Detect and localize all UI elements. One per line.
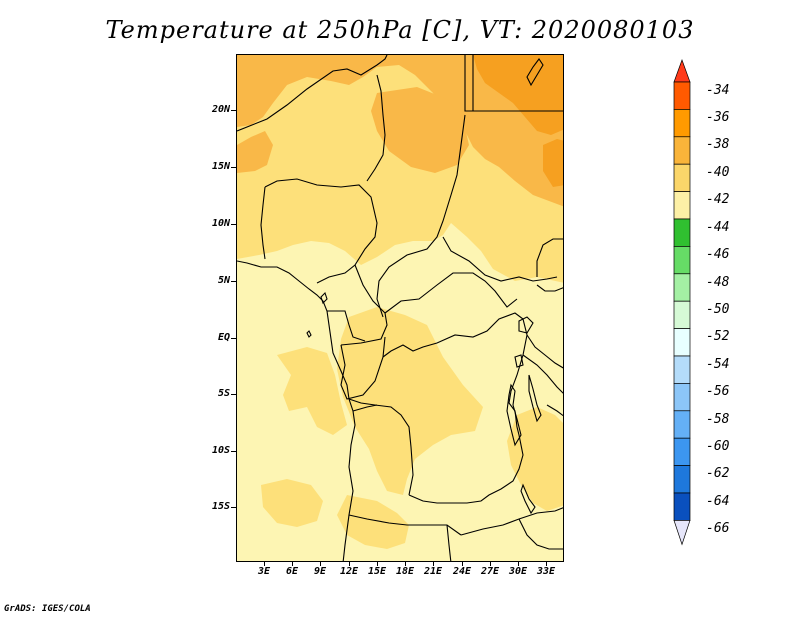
colorbar-segment [673,492,691,521]
lat-tick [231,451,236,452]
colorbar-label: -40 [706,165,730,180]
lon-label: 9E [313,566,327,577]
map-plot-area [236,54,564,562]
colorbar-segment [673,410,691,439]
lat-label: 5N [217,275,230,286]
colorbar-label: -52 [706,329,730,344]
lon-label: 18E [395,566,415,577]
colorbar-label: -54 [706,357,730,372]
colorbar [673,58,691,546]
lon-label: 27E [480,566,500,577]
lat-tick [231,110,236,111]
lat-label: 10N [211,218,230,229]
colorbar-label: -44 [706,220,730,235]
lon-tick [490,562,491,566]
lon-tick [433,562,434,566]
colorbar-label: -58 [706,412,730,427]
map-title: Temperature at 250hPa [C], VT: 202008010… [105,16,695,44]
lon-label: 33E [536,566,556,577]
lon-tick [518,562,519,566]
colorbar-segment [673,383,691,412]
colorbar-bottom-arrow [673,520,691,546]
field-band-m41-central [337,307,483,495]
lat-label: 20N [211,104,230,115]
lat-label: 15S [211,501,230,512]
lon-label: 12E [339,566,359,577]
field-band-m41-south [337,495,409,549]
lon-tick [462,562,463,566]
field-band-m37 [473,55,563,135]
colorbar-label: -64 [706,494,730,509]
lat-tick [231,394,236,395]
colorbar-label: -50 [706,302,730,317]
lon-label: 30E [508,566,528,577]
country-borders [237,55,563,561]
field-band-m39-west [237,131,273,173]
field-band-m39 [237,55,563,207]
field-band-m41-sw [261,479,323,527]
lon-tick [546,562,547,566]
lon-label: 15E [367,566,387,577]
colorbar-segment [673,437,691,466]
colorbar-label: -38 [706,137,730,152]
colorbar-label: -66 [706,521,730,536]
colorbar-segment [673,273,691,302]
lon-label: 3E [257,566,271,577]
lat-label: 10S [211,445,230,456]
lon-tick [377,562,378,566]
field-band-m41-west [277,347,347,435]
colorbar-label: -62 [706,466,730,481]
lon-tick [349,562,350,566]
lon-tick [320,562,321,566]
lat-tick [231,507,236,508]
field-band-m39-central [371,87,469,173]
colorbar-segment [673,218,691,247]
lon-tick [264,562,265,566]
colorbar-label: -56 [706,384,730,399]
colorbar-top-arrow [673,58,691,83]
colorbar-label: -46 [706,247,730,262]
lon-tick [405,562,406,566]
lat-tick [231,281,236,282]
lat-label: 5S [217,388,230,399]
lat-label: EQ [217,332,230,343]
colorbar-segment [673,191,691,220]
colorbar-segment [673,136,691,165]
colorbar-label: -60 [706,439,730,454]
field-band-m37-east [543,139,563,187]
colorbar-label: -48 [706,275,730,290]
lon-label: 21E [423,566,443,577]
lon-label: 24E [452,566,472,577]
colorbar-label: -42 [706,192,730,207]
lat-tick [231,338,236,339]
colorbar-label: -36 [706,110,730,125]
colorbar-segment [673,355,691,384]
colorbar-segment [673,300,691,329]
colorbar-segment [673,109,691,138]
colorbar-segment [673,81,691,110]
lon-label: 6E [285,566,299,577]
colorbar-segment [673,328,691,357]
lat-label: 15N [211,161,230,172]
lat-tick [231,167,236,168]
lat-tick [231,224,236,225]
footer-credit: GrADS: IGES/COLA [4,604,91,614]
colorbar-label: -34 [706,83,730,98]
colorbar-segment [673,163,691,192]
colorbar-segment [673,465,691,494]
colorbar-segment [673,246,691,275]
lon-tick [292,562,293,566]
